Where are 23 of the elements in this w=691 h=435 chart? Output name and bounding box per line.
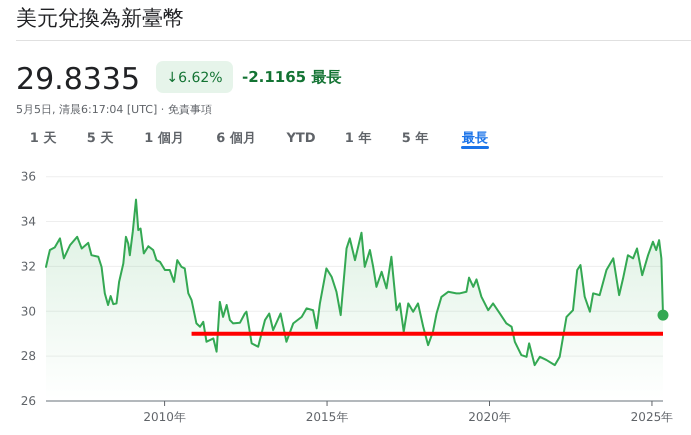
text: YTD — [285, 131, 316, 146]
y-tick-label: 30 — [20, 304, 36, 318]
text: 1 天 — [30, 131, 58, 146]
y-tick-label: 36 — [20, 170, 36, 184]
x-tick-label: 2025年 — [630, 410, 674, 424]
text: 29.8335 — [16, 62, 140, 97]
text: 最長 — [461, 131, 488, 146]
text: 5 年 — [402, 131, 428, 146]
text: -2.1165 最長 — [242, 68, 342, 86]
x-tick-label: 2020年 — [468, 410, 511, 424]
y-tick-label: 26 — [20, 394, 36, 408]
y-tick-label: 34 — [20, 214, 36, 229]
text: 1 個月 — [144, 131, 184, 146]
text: 1 年 — [344, 131, 372, 146]
y-tick-label: 28 — [20, 349, 36, 364]
y-tick-label: 32 — [20, 259, 36, 274]
text: 5 天 — [86, 131, 114, 146]
x-tick-label: 2010年 — [143, 410, 186, 424]
x-tick-label: 2015年 — [306, 410, 348, 424]
chart-title: 美元兌換為新臺幣 — [16, 6, 184, 30]
text: 5月5日, 清晨6:17:04 [UTC] · 免責事項 — [16, 103, 212, 116]
text: ↓6.62% — [166, 70, 223, 86]
text: 6 個月 — [216, 131, 256, 146]
